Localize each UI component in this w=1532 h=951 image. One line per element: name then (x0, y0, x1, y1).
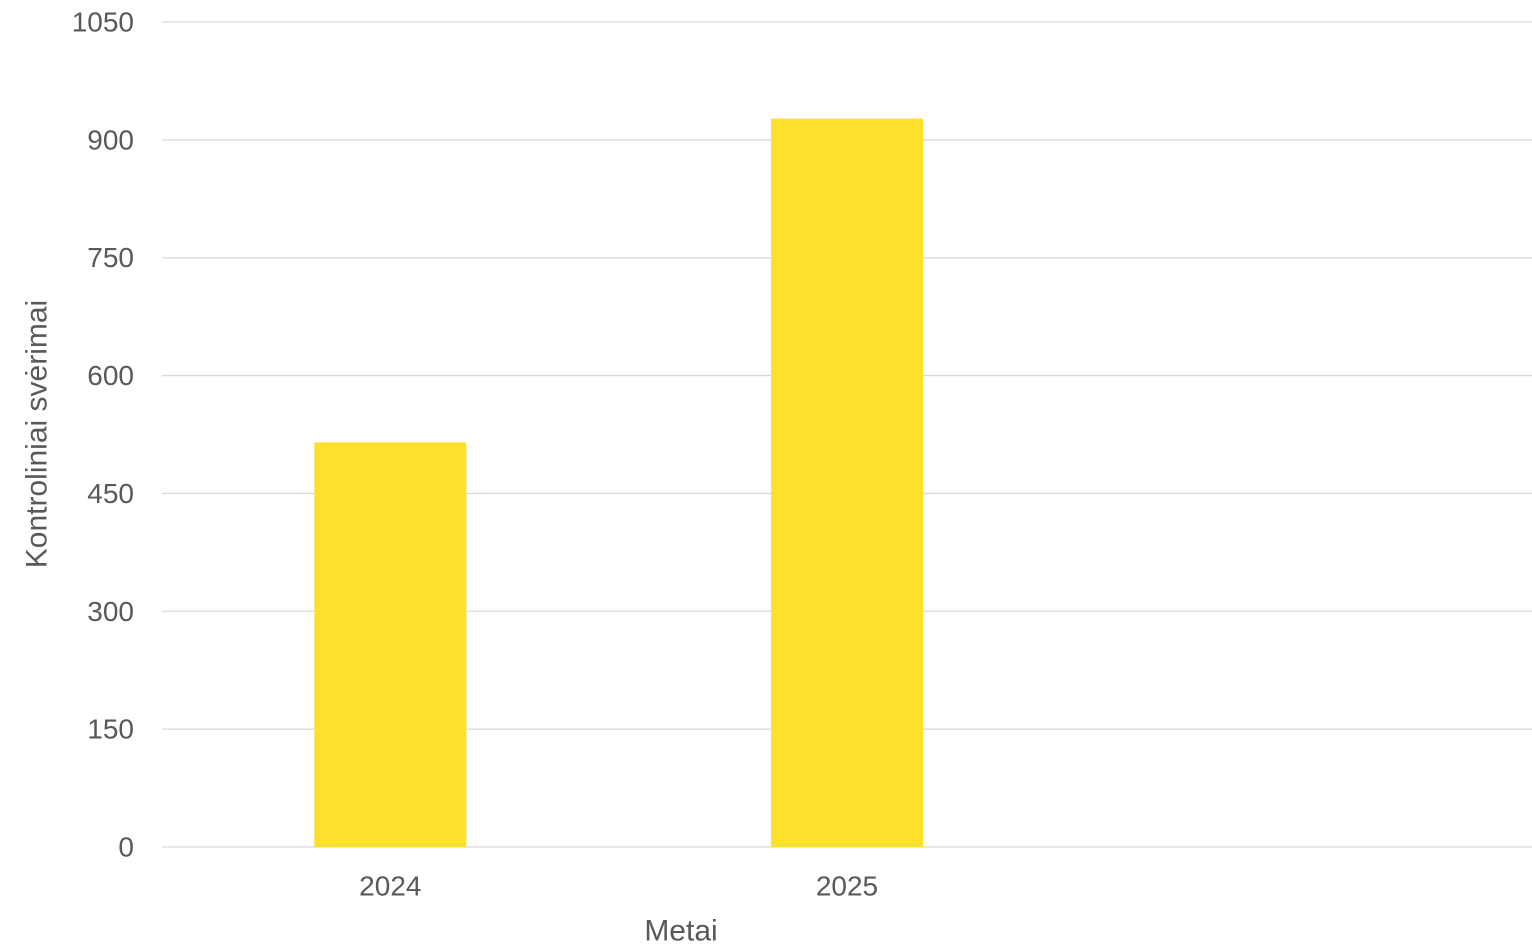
y-tick-label: 450 (87, 478, 134, 509)
y-axis-ticks: 0 150 300 450 600 750 900 1050 (72, 7, 134, 863)
bars (314, 118, 923, 847)
y-tick-label: 750 (87, 242, 134, 273)
y-tick-label: 300 (87, 596, 134, 627)
bar-2025 (771, 118, 923, 847)
y-tick-label: 600 (87, 360, 134, 391)
bar-2024 (314, 442, 467, 847)
y-axis-title: Kontroliniai svėrimai (21, 300, 54, 568)
y-tick-label: 1050 (72, 7, 134, 38)
y-tick-label: 0 (118, 832, 134, 863)
x-axis-ticks: 2024 2025 (359, 871, 878, 902)
x-tick-label: 2025 (816, 871, 878, 902)
y-tick-label: 900 (87, 124, 134, 155)
y-tick-label: 150 (87, 714, 134, 745)
x-axis-title: Metai (644, 915, 717, 947)
x-tick-label: 2024 (359, 871, 421, 902)
